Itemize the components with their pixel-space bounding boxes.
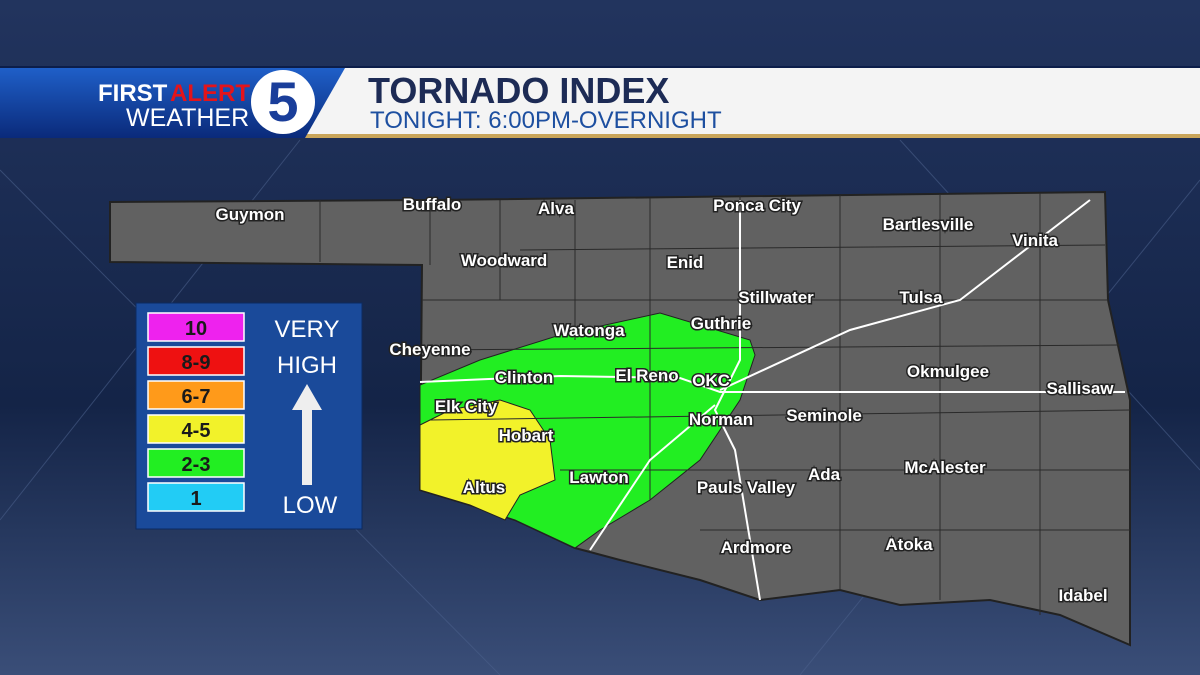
legend-low: LOW: [283, 492, 338, 519]
logo-first: FIRST: [98, 80, 168, 107]
highway: [719, 199, 1091, 391]
legend-swatch: [147, 448, 245, 478]
legend-swatch: [147, 482, 245, 512]
city-label: Stillwater: [738, 288, 814, 307]
legend-label: 1: [190, 488, 201, 510]
legend-swatch: [147, 414, 245, 444]
logo-alert: ALERT: [170, 80, 250, 107]
city-label: El Reno: [615, 366, 678, 385]
gold-rule: [300, 134, 1200, 138]
subtitle: TONIGHT: 6:00PM-OVERNIGHT: [370, 107, 722, 134]
logo-badge: [251, 70, 315, 134]
legend-swatch: [147, 346, 245, 376]
city-label: Vinita: [1012, 231, 1059, 250]
city-label: McAlester: [904, 458, 986, 477]
city-label: Cheyenne: [389, 340, 470, 359]
city-label: Idabel: [1058, 586, 1107, 605]
legend-label: 8-9: [182, 352, 211, 374]
city-label: Pauls Valley: [697, 478, 796, 497]
highways: [419, 199, 1125, 601]
highway: [713, 200, 761, 601]
city-label: Enid: [667, 253, 704, 272]
city-label: Guymon: [216, 205, 285, 224]
city-label: Bartlesville: [883, 215, 974, 234]
legend-swatch: [147, 380, 245, 410]
city-label: Guthrie: [691, 314, 751, 333]
city-label: Sallisaw: [1046, 379, 1114, 398]
legend-high: HIGH: [277, 352, 337, 379]
legend-swatch: [147, 312, 245, 342]
city-label: Altus: [463, 478, 506, 497]
legend: 10 8-9 6-7 4-5 2-3 1: [147, 312, 245, 512]
map: Guymon Buffalo Alva Ponca City Bartlesville V…: [109, 190, 1131, 647]
legend-arrow: [292, 384, 322, 485]
city-label: Watonga: [553, 321, 625, 340]
logo-number: 5: [267, 70, 298, 133]
logo-weather: WEATHER: [126, 104, 249, 132]
legend-very: VERY: [275, 316, 340, 343]
highway: [589, 404, 716, 551]
city-label: Woodward: [461, 251, 548, 270]
city-label: Lawton: [569, 468, 629, 487]
city-label: Elk City: [435, 397, 498, 416]
legend-label: 10: [185, 318, 207, 340]
highway: [419, 374, 1125, 393]
county-lines: [319, 193, 1131, 615]
city-label: Tulsa: [899, 288, 943, 307]
city-label: Ada: [808, 465, 841, 484]
city-label: Buffalo: [403, 195, 462, 214]
risk-zone: [419, 399, 556, 521]
legend-label: 4-5: [182, 420, 211, 442]
city-label: Alva: [538, 199, 574, 218]
title: TORNADO INDEX: [368, 70, 669, 111]
county-line: [519, 244, 1106, 251]
city-label: Okmulgee: [907, 362, 989, 381]
city-label: Atoka: [885, 535, 933, 554]
city-label: Clinton: [495, 368, 554, 387]
city-label: Ardmore: [721, 538, 792, 557]
city-label: Ponca City: [713, 196, 801, 215]
county-line: [421, 344, 1121, 351]
city-label: Hobart: [499, 426, 554, 445]
title-bar: [300, 68, 1200, 134]
legend-label: 6-7: [182, 386, 211, 408]
county-line: [429, 409, 1131, 421]
city-label: Seminole: [786, 406, 862, 425]
city-label: OKC: [692, 371, 730, 390]
city-label: Norman: [689, 410, 753, 429]
legend-label: 2-3: [182, 454, 211, 476]
